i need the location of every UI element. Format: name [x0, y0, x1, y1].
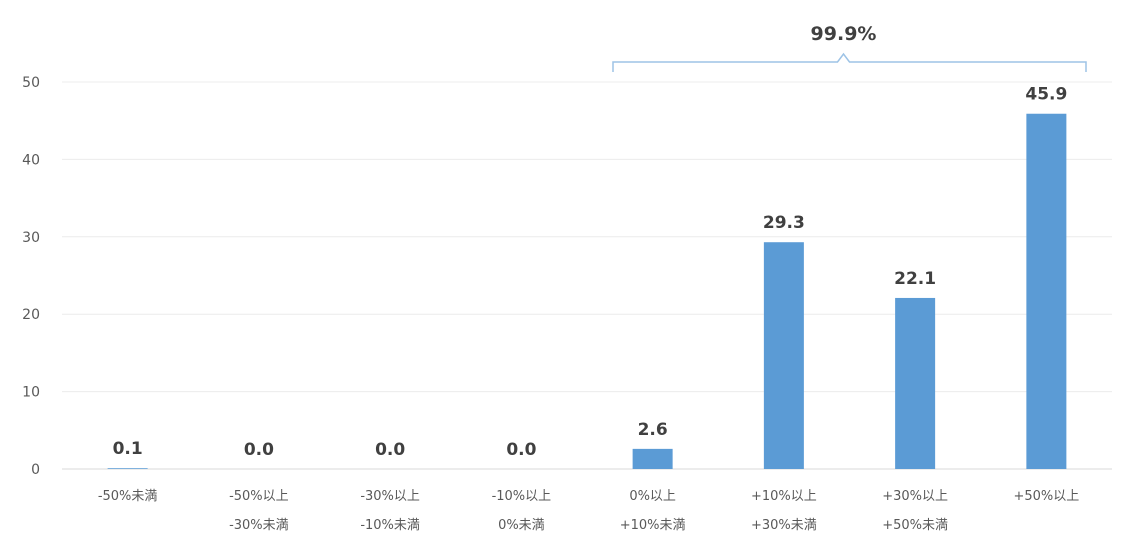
data-labels: 0.1 0.0 0.0 0.0 2.6 29.3 22.1 45.9	[113, 85, 1068, 460]
bar	[632, 448, 673, 469]
data-label: 0.0	[244, 440, 274, 460]
y-tick-label: 50	[22, 75, 40, 91]
data-label: 29.3	[763, 213, 805, 233]
y-tick-label: 10	[22, 385, 40, 401]
data-label: 0.1	[113, 439, 143, 459]
bracket-annotation: 99.9%	[612, 23, 1087, 72]
x-tick-label: -30%以上	[360, 489, 420, 504]
data-label: 2.6	[638, 420, 668, 440]
y-tick-label: 40	[22, 152, 40, 168]
bar	[1026, 113, 1067, 469]
y-tick-label: 0	[31, 462, 40, 478]
bar	[763, 242, 804, 469]
x-tick-label: -10%以上	[492, 489, 552, 504]
x-tick-label: -30%未満	[229, 518, 289, 533]
x-tick-label: 0%以上	[629, 489, 676, 504]
data-label: 45.9	[1025, 85, 1067, 105]
x-axis-categories: -50%未満 -50%以上 -30%未満 -30%以上 -10%未満 -10%以上 0%未満…	[98, 489, 1079, 533]
gridlines	[62, 81, 1112, 470]
x-tick-label: +50%以上	[1013, 489, 1079, 504]
y-axis-ticks: 0 10 20 30 40 50	[22, 75, 40, 478]
data-label: 22.1	[894, 269, 936, 289]
data-label: 0.0	[506, 440, 536, 460]
x-tick-label: +30%以上	[882, 489, 948, 504]
x-tick-label: 0%未満	[498, 518, 545, 533]
bars	[107, 113, 1067, 469]
data-label: 0.0	[375, 440, 405, 460]
bar	[895, 297, 936, 469]
x-tick-label: -10%未満	[360, 518, 420, 533]
y-tick-label: 20	[22, 307, 40, 323]
bracket-line	[612, 52, 1087, 72]
x-tick-label: -50%以上	[229, 489, 289, 504]
x-tick-label: -50%未満	[98, 489, 158, 504]
x-tick-label: +10%未満	[620, 518, 686, 533]
bracket-label: 99.9%	[811, 23, 877, 45]
bar	[107, 468, 148, 469]
x-tick-label: +10%以上	[751, 489, 817, 504]
x-tick-label: +50%未満	[882, 518, 948, 533]
y-tick-label: 30	[22, 230, 40, 246]
x-tick-label: +30%未満	[751, 518, 817, 533]
